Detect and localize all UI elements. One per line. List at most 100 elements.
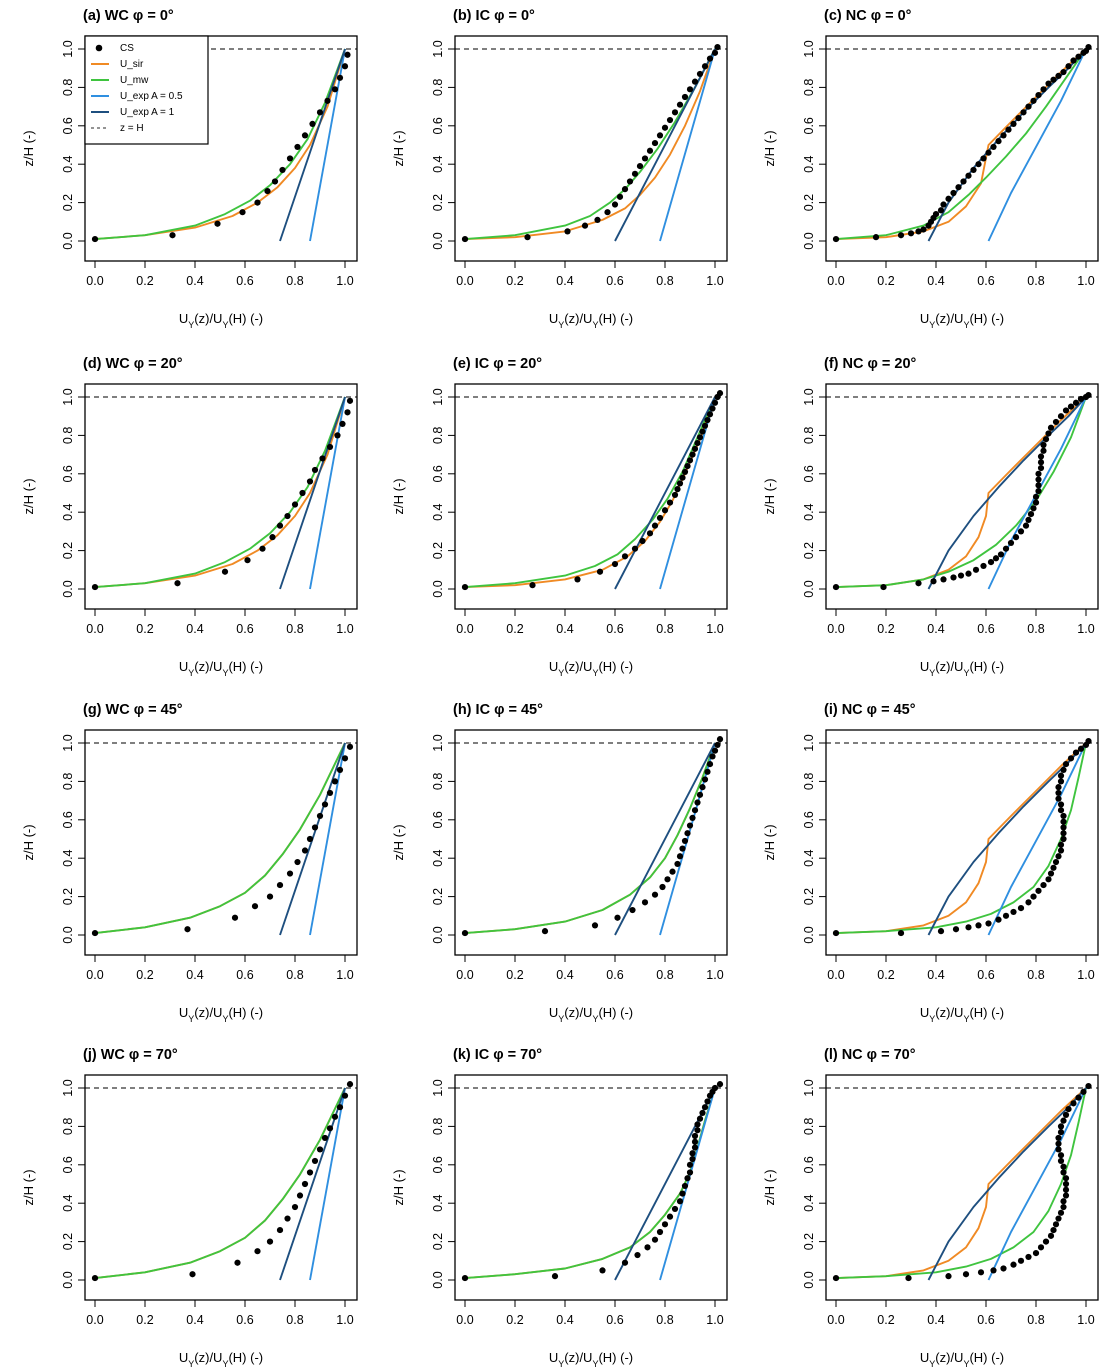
cs-point [214, 220, 221, 227]
series-u-exp-a-1-line [927, 1087, 1087, 1281]
x-tick-label: 0.0 [456, 274, 473, 288]
cs-point [1060, 1203, 1067, 1211]
cs-point [1030, 97, 1037, 104]
cs-point [696, 434, 704, 441]
y-axis-label: z/H (-) [391, 130, 406, 166]
series-u-mw-line [94, 742, 346, 935]
cs-point [671, 491, 679, 499]
cs-point [331, 778, 339, 785]
cs-point [1062, 1192, 1070, 1199]
y-axis-label: z/H (-) [391, 478, 406, 514]
series-u-sir-line [464, 48, 716, 241]
y-tick-label: 0.8 [61, 1118, 75, 1135]
cs-point [696, 70, 704, 78]
cs-point [1057, 841, 1065, 848]
y-tick-label: 0.8 [431, 1118, 445, 1135]
plot-area [826, 1082, 1098, 1282]
cs-point [701, 422, 709, 429]
cs-point [279, 166, 286, 174]
cs-point [91, 583, 99, 591]
cs-point [651, 139, 659, 147]
cs-point [972, 566, 980, 573]
y-tick-label: 0.2 [431, 888, 445, 905]
cs-point [1040, 881, 1047, 889]
plot-frame [454, 1074, 728, 1301]
cs-point [1067, 403, 1075, 410]
cs-point [1057, 413, 1065, 420]
cs-point [686, 86, 694, 93]
y-tick-label: 0.0 [431, 1271, 445, 1288]
x-axis-label: UY(z)/UY(H) (-) [179, 659, 263, 678]
y-tick-label: 0.8 [431, 427, 445, 444]
x-tick-label: 0.8 [1027, 622, 1044, 636]
cs-point [1070, 57, 1077, 64]
cs-point [336, 1104, 344, 1111]
x-tick-label: 0.8 [286, 1313, 303, 1327]
cs-point [960, 178, 967, 185]
cs-point [666, 1213, 674, 1220]
panel-4: (e) IC φ = 20° 0.0 0.2 0.4 0.6 0.8 1.0 0.0 0.2 0.… [391, 356, 728, 678]
cs-point [91, 235, 99, 243]
series-u-mw-line [464, 742, 716, 935]
x-tick-label: 0.4 [927, 274, 944, 288]
cs-point [646, 530, 654, 537]
cs-point [621, 553, 629, 560]
cs-point [1052, 1221, 1060, 1228]
cs-point [1057, 801, 1065, 808]
cs-point [985, 920, 992, 927]
y-tick-label: 0.8 [431, 79, 445, 96]
plot-area [85, 396, 357, 591]
cs-point [529, 582, 536, 589]
y-tick-label: 0.6 [431, 117, 445, 134]
cs-point [997, 551, 1005, 558]
cs-point [1007, 539, 1015, 547]
cs-point [955, 184, 962, 191]
y-tick-label: 0.4 [431, 155, 445, 172]
cs-point [694, 1127, 701, 1134]
legend-label: CS [120, 43, 134, 54]
cs-point [259, 545, 266, 552]
x-tick-label: 0.2 [136, 622, 153, 636]
y-tick-label: 1.0 [431, 388, 445, 405]
series-u-exp-a-1-line [614, 396, 716, 590]
cs-point [975, 161, 982, 168]
cs-point [1032, 499, 1040, 506]
cs-point [284, 1215, 291, 1222]
y-axis-label: z/H (-) [762, 1169, 777, 1205]
series-u-sir-line [464, 742, 716, 935]
cs-point [604, 209, 611, 216]
cs-point [286, 870, 294, 877]
series-u-mw-line [464, 48, 716, 241]
panel-9: (j) WC φ = 70° 0.0 0.2 0.4 0.6 0.8 1.0 0.0 0.2 0.… [21, 1047, 358, 1369]
cs-point [1032, 1250, 1040, 1257]
cs-point [1030, 505, 1037, 512]
cs-point [711, 1084, 719, 1092]
cs-point [286, 155, 294, 162]
cs-point [1067, 755, 1075, 762]
cs-point [656, 514, 664, 522]
x-tick-label: 0.8 [286, 968, 303, 982]
cs-point [266, 1238, 274, 1245]
legend-label: U_exp A = 1 [120, 107, 175, 118]
cs-point [1052, 418, 1060, 426]
y-tick-label: 0.8 [802, 773, 816, 790]
cs-point [574, 576, 581, 583]
cs-point [1060, 1198, 1067, 1205]
x-tick-label: 0.6 [236, 1313, 253, 1327]
cs-point [965, 570, 972, 577]
cs-point [169, 232, 176, 239]
panel-11: (l) NC φ = 70° 0.0 0.2 0.4 0.6 0.8 1.0 0.0 0.2 0.… [762, 1047, 1099, 1369]
plot-frame [84, 729, 358, 956]
cs-point [319, 455, 326, 462]
x-tick-label: 0.2 [506, 274, 523, 288]
cs-point [970, 166, 977, 174]
cs-point [1035, 476, 1042, 483]
y-tick-label: 1.0 [802, 40, 816, 57]
cs-point [1057, 1123, 1065, 1130]
cs-point [1042, 1238, 1050, 1245]
x-tick-label: 0.2 [877, 622, 894, 636]
cs-point [977, 1269, 985, 1276]
x-tick-label: 0.0 [86, 274, 103, 288]
series-u-mw-line [94, 1087, 346, 1280]
cs-point [1055, 1134, 1062, 1142]
